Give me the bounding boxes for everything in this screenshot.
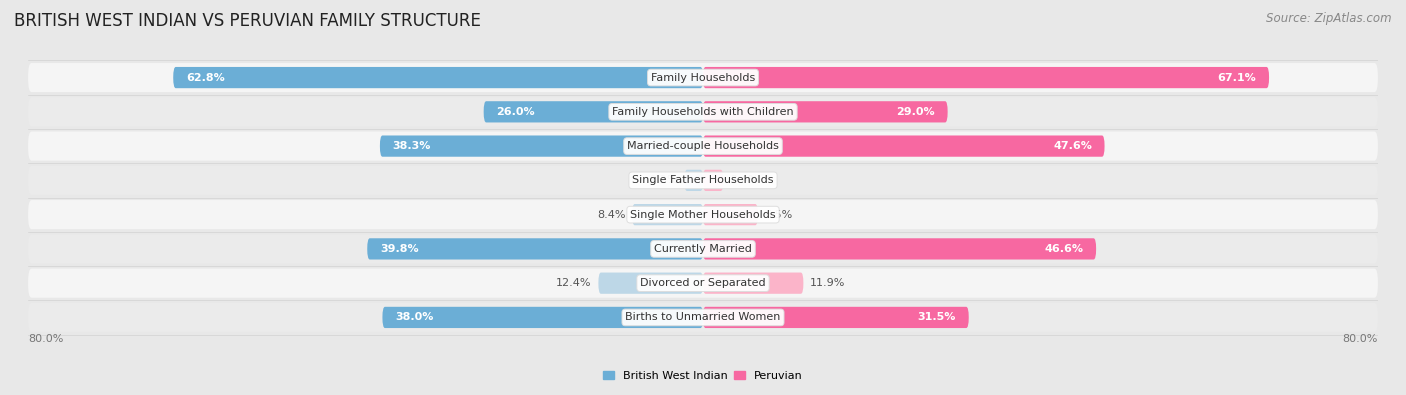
Text: 39.8%: 39.8% [380, 244, 419, 254]
Text: Births to Unmarried Women: Births to Unmarried Women [626, 312, 780, 322]
Text: 38.0%: 38.0% [395, 312, 433, 322]
Text: Divorced or Separated: Divorced or Separated [640, 278, 766, 288]
FancyBboxPatch shape [703, 273, 803, 294]
Text: Source: ZipAtlas.com: Source: ZipAtlas.com [1267, 12, 1392, 25]
Text: 46.6%: 46.6% [1045, 244, 1084, 254]
Text: Family Households with Children: Family Households with Children [612, 107, 794, 117]
Text: Married-couple Households: Married-couple Households [627, 141, 779, 151]
FancyBboxPatch shape [28, 166, 1378, 195]
FancyBboxPatch shape [484, 101, 703, 122]
Text: Single Father Households: Single Father Households [633, 175, 773, 185]
FancyBboxPatch shape [28, 200, 1378, 229]
Text: 26.0%: 26.0% [496, 107, 534, 117]
FancyBboxPatch shape [703, 101, 948, 122]
Text: 2.2%: 2.2% [650, 175, 678, 185]
FancyBboxPatch shape [367, 238, 703, 260]
FancyBboxPatch shape [28, 132, 1378, 161]
FancyBboxPatch shape [703, 170, 723, 191]
FancyBboxPatch shape [703, 204, 758, 225]
FancyBboxPatch shape [28, 269, 1378, 298]
Text: 6.5%: 6.5% [765, 210, 793, 220]
Text: 62.8%: 62.8% [186, 73, 225, 83]
Text: 67.1%: 67.1% [1218, 73, 1257, 83]
FancyBboxPatch shape [28, 63, 1378, 92]
FancyBboxPatch shape [703, 238, 1097, 260]
Text: 31.5%: 31.5% [918, 312, 956, 322]
Text: Single Mother Households: Single Mother Households [630, 210, 776, 220]
FancyBboxPatch shape [382, 307, 703, 328]
Text: 80.0%: 80.0% [28, 334, 63, 344]
Legend: British West Indian, Peruvian: British West Indian, Peruvian [599, 366, 807, 386]
FancyBboxPatch shape [703, 67, 1270, 88]
Text: 2.4%: 2.4% [730, 175, 758, 185]
FancyBboxPatch shape [173, 67, 703, 88]
Text: 38.3%: 38.3% [392, 141, 430, 151]
FancyBboxPatch shape [685, 170, 703, 191]
Text: Currently Married: Currently Married [654, 244, 752, 254]
Text: 12.4%: 12.4% [557, 278, 592, 288]
Text: 11.9%: 11.9% [810, 278, 845, 288]
Text: 8.4%: 8.4% [598, 210, 626, 220]
FancyBboxPatch shape [633, 204, 703, 225]
FancyBboxPatch shape [28, 97, 1378, 126]
FancyBboxPatch shape [28, 303, 1378, 332]
Text: 80.0%: 80.0% [1343, 334, 1378, 344]
Text: Family Households: Family Households [651, 73, 755, 83]
FancyBboxPatch shape [703, 307, 969, 328]
Text: 29.0%: 29.0% [897, 107, 935, 117]
FancyBboxPatch shape [28, 234, 1378, 263]
Text: 47.6%: 47.6% [1053, 141, 1092, 151]
FancyBboxPatch shape [599, 273, 703, 294]
FancyBboxPatch shape [380, 135, 703, 157]
Text: BRITISH WEST INDIAN VS PERUVIAN FAMILY STRUCTURE: BRITISH WEST INDIAN VS PERUVIAN FAMILY S… [14, 12, 481, 30]
FancyBboxPatch shape [703, 135, 1105, 157]
